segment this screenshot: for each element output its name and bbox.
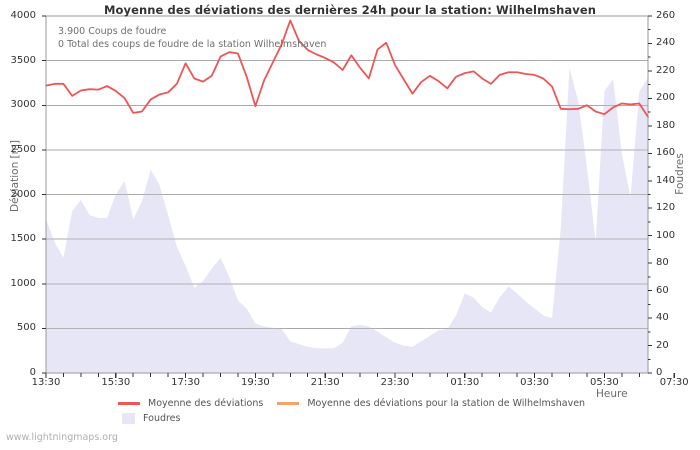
x-axis-tick-label: 07:30 (659, 377, 689, 388)
y-axis-right-tick-label: 240 (656, 37, 676, 49)
x-axis-tick-label: 23:30 (380, 377, 410, 388)
y-axis-right-tick-label: 20 (656, 339, 669, 351)
legend-item-station-deviation[interactable]: Moyenne des déviations pour la station d… (277, 398, 585, 409)
y-axis-left-tick-label: 1500 (10, 233, 36, 245)
x-axis-tick-label: 05:30 (589, 377, 619, 388)
y-axis-left-tick-label: 0 (29, 367, 36, 378)
x-axis-tick-label: 15:30 (101, 377, 131, 388)
x-axis-tick-label: 03:30 (520, 377, 549, 388)
y-axis-right-tick-label: 200 (656, 92, 676, 104)
annotation-line-2: 0 Total des coups de foudre de la statio… (58, 38, 327, 50)
chart-annotation: 3.900 Coups de foudre 0 Total des coups … (58, 26, 326, 51)
legend-label-deviation: Moyenne des déviations (148, 398, 264, 409)
y-axis-right-tick-label: 140 (656, 174, 676, 186)
y-axis-left-tick-label: 500 (16, 322, 36, 334)
legend-item-lightning[interactable]: Foudres (118, 413, 180, 424)
chart-title: Moyenne des déviations des dernières 24h… (103, 3, 597, 17)
legend-line-swatch-station (277, 402, 300, 405)
x-axis-tick-label: 01:30 (450, 377, 480, 388)
y-axis-right-tick-label: 180 (656, 119, 676, 131)
legend-row-2: Foudres (118, 411, 599, 426)
x-axis-tick-label: 19:30 (240, 377, 270, 388)
y-axis-right-tick-label: 0 (656, 367, 663, 378)
y-axis-right-tick-label: 260 (656, 10, 676, 21)
x-axis-label: Heure (596, 388, 628, 400)
legend-label-station-deviation: Moyenne des déviations pour la station d… (307, 398, 586, 409)
legend-label-lightning: Foudres (143, 413, 181, 424)
legend-row-1: Moyenne des déviations Moyenne des dévia… (118, 396, 599, 411)
x-axis-tick-label: 17:30 (171, 377, 200, 388)
y-axis-right-tick-label: 60 (656, 284, 669, 296)
y-axis-right-tick-label: 40 (656, 312, 669, 324)
y-axis-left-tick-label: 2500 (10, 143, 36, 155)
lightning-area-series (46, 68, 648, 374)
x-axis-tick-label: 21:30 (310, 377, 340, 388)
y-axis-left-tick-label: 3500 (10, 54, 36, 66)
y-axis-left-tick-label: 4000 (10, 10, 36, 21)
chart-legend: Moyenne des déviations Moyenne des dévia… (118, 396, 599, 426)
y-axis-right-tick-label: 80 (656, 257, 669, 269)
legend-area-swatch-lightning (122, 413, 135, 424)
y-axis-right-tick-label: 160 (656, 147, 676, 159)
y-axis-right-tick-label: 100 (656, 229, 676, 241)
y-axis-left-tick-label: 1000 (10, 277, 36, 289)
annotation-line-1: 3.900 Coups de foudre (58, 26, 167, 37)
legend-line-swatch-deviation (118, 402, 140, 405)
y-axis-right-tick-label: 120 (656, 202, 676, 214)
y-axis-left-tick-label: 2000 (10, 188, 36, 200)
x-axis-tick-label: 13:30 (31, 377, 61, 388)
deviation-line-series (45, 19, 649, 118)
watermark: www.lightningmaps.org (6, 432, 118, 443)
y-axis-right-tick-label: 220 (656, 64, 676, 76)
y-axis-left-label: Déviation [m] (9, 140, 21, 212)
legend-item-deviation[interactable]: Moyenne des déviations (118, 398, 263, 409)
y-axis-left-tick-label: 3000 (10, 99, 36, 111)
